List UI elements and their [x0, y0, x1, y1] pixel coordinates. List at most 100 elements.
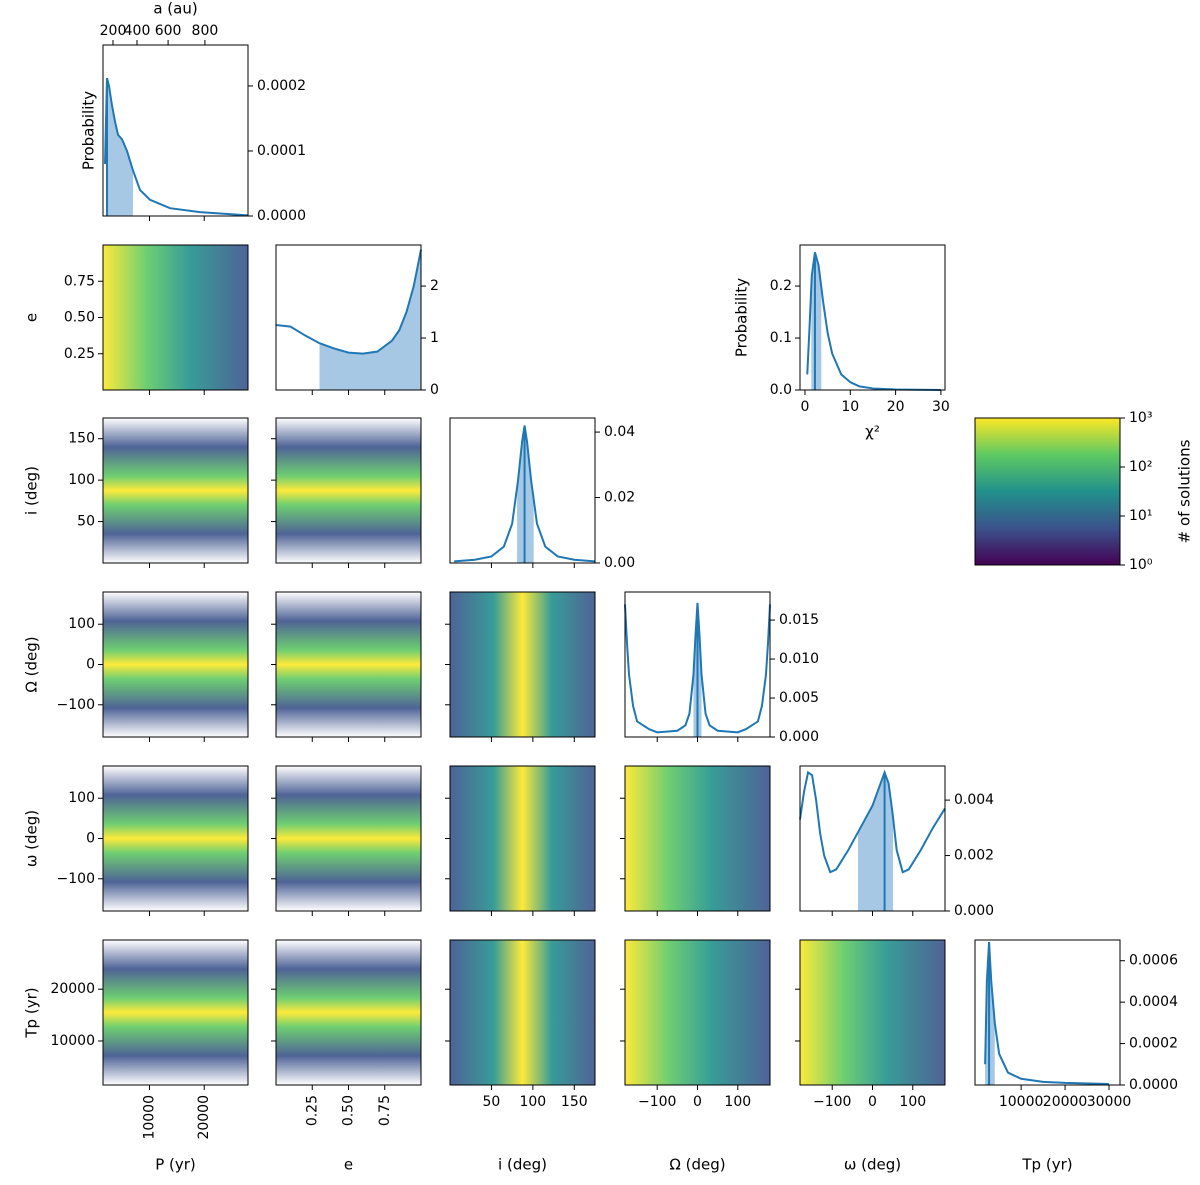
- axes-frame: [974, 939, 1121, 1086]
- density-image: [276, 940, 421, 1085]
- y-axis-label: Probability: [80, 91, 98, 170]
- axes-frame: [799, 244, 946, 391]
- y-tick-label: 0.0002: [257, 78, 306, 94]
- x-tick-label: 150: [561, 1094, 588, 1110]
- density-line: [799, 769, 946, 874]
- y-tick-label: 0.0000: [1129, 1077, 1178, 1093]
- credible-interval: [811, 252, 822, 390]
- density-image: [276, 766, 421, 911]
- density-image: [276, 592, 421, 737]
- density-line: [624, 602, 771, 734]
- density-image: [103, 940, 248, 1085]
- density-image: [450, 766, 595, 911]
- y-tick-label: 10⁰: [1129, 557, 1153, 573]
- y-tick-label: 0.0002: [1129, 1036, 1178, 1052]
- x-tick-label: 10: [841, 399, 859, 415]
- y-tick-label: 0.0001: [257, 143, 306, 159]
- y-tick-label: −100: [57, 697, 95, 713]
- axes-frame: [102, 417, 249, 564]
- x-axis-label: χ²: [865, 423, 880, 441]
- top-axis-label: a (au): [153, 0, 197, 18]
- density-line: [984, 942, 1110, 1085]
- x-tick-label: 50: [483, 1094, 501, 1110]
- x-tick-label: 0: [868, 1094, 877, 1110]
- y-axis-label: Probability: [733, 278, 751, 357]
- colorbar-label: # of solutions: [1176, 439, 1194, 543]
- x-tick-label: 0.25: [304, 1095, 320, 1126]
- x-axis-label: ω (deg): [844, 1156, 901, 1174]
- y-tick-label: 0.75: [64, 273, 95, 289]
- density-image: [800, 940, 945, 1085]
- y-tick-label: 0.00: [604, 555, 635, 571]
- y-tick-label: 0.002: [954, 848, 994, 864]
- x-tick-label: 30000: [1087, 1094, 1132, 1110]
- y-tick-label: 100: [68, 472, 95, 488]
- y-tick-label: 0.50: [64, 310, 95, 326]
- x-tick-label: −100: [813, 1094, 851, 1110]
- x-tick-label: 0: [693, 1094, 702, 1110]
- credible-interval: [319, 249, 421, 390]
- density-image: [625, 940, 770, 1085]
- y-axis-label: Ω (deg): [23, 636, 41, 692]
- y-tick-label: 0.004: [954, 792, 994, 808]
- top-tick-label: 800: [192, 23, 219, 39]
- density-line: [806, 252, 941, 391]
- y-tick-label: 0.02: [604, 490, 635, 506]
- x-tick-label: 10000: [142, 1095, 158, 1140]
- y-tick-label: 0.0004: [1129, 994, 1178, 1010]
- y-tick-label: 20000: [50, 981, 95, 997]
- y-axis-label: e: [23, 313, 41, 322]
- y-tick-label: −100: [57, 871, 95, 887]
- y-tick-label: 50: [77, 514, 95, 530]
- y-tick-label: 0.010: [779, 651, 819, 667]
- density-image: [103, 592, 248, 737]
- y-tick-label: 150: [68, 431, 95, 447]
- axes-frame: [449, 417, 596, 564]
- y-tick-label: 0.04: [604, 424, 635, 440]
- x-axis-label: P (yr): [155, 1156, 196, 1174]
- x-tick-label: 0.75: [377, 1095, 393, 1126]
- y-tick-label: 0.25: [64, 346, 95, 362]
- y-axis-label: ω (deg): [23, 810, 41, 867]
- colorbar: [974, 417, 1121, 566]
- x-tick-label: 100: [519, 1094, 546, 1110]
- x-tick-label: 20: [887, 399, 905, 415]
- density-line: [275, 249, 422, 355]
- density-image: [103, 245, 248, 390]
- y-tick-label: 0: [86, 657, 95, 673]
- top-tick-label: 400: [124, 23, 151, 39]
- y-tick-label: 10000: [50, 1033, 95, 1049]
- density-image: [450, 940, 595, 1085]
- density-image: [625, 766, 770, 911]
- axes-frame: [102, 44, 249, 217]
- y-tick-label: 0.005: [779, 690, 819, 706]
- x-tick-label: −100: [638, 1094, 676, 1110]
- y-tick-label: 0.2: [770, 278, 792, 294]
- y-tick-label: 100: [68, 790, 95, 806]
- x-tick-label: 10000: [999, 1094, 1044, 1110]
- y-tick-label: 0.000: [779, 729, 819, 745]
- y-tick-label: 0.015: [779, 612, 819, 628]
- y-tick-label: 100: [68, 616, 95, 632]
- density-line: [104, 77, 249, 217]
- x-tick-label: 20000: [1043, 1094, 1088, 1110]
- x-tick-label: 0.50: [341, 1095, 357, 1126]
- y-tick-label: 0: [430, 382, 439, 398]
- y-axis-label: Tp (yr): [23, 987, 41, 1038]
- density-image: [276, 418, 421, 563]
- top-tick-label: 600: [155, 23, 182, 39]
- density-line: [454, 425, 596, 563]
- density-image: [103, 766, 248, 911]
- x-tick-label: 0: [801, 399, 810, 415]
- density-image: [103, 418, 248, 563]
- x-tick-label: 100: [724, 1094, 751, 1110]
- x-tick-label: 30: [932, 399, 950, 415]
- x-tick-label: 100: [899, 1094, 926, 1110]
- axes-frame: [102, 939, 249, 1086]
- y-tick-label: 0.0: [770, 382, 792, 398]
- y-tick-label: 2: [430, 278, 439, 294]
- x-tick-label: 20000: [196, 1095, 212, 1140]
- y-tick-label: 1: [430, 330, 439, 346]
- y-tick-label: 0.0000: [257, 208, 306, 224]
